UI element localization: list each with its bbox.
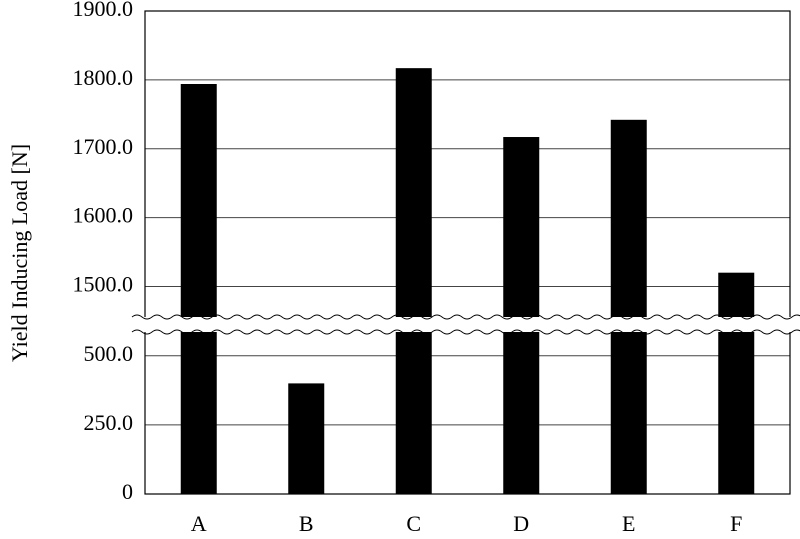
plot-frame [144, 10, 791, 495]
y-tick-label: 250.0 [84, 410, 134, 435]
y-tick-label: 1900.0 [73, 0, 134, 21]
y-tick-label: 1800.0 [73, 65, 134, 90]
break-line [131, 314, 800, 320]
y-tick-label: 1500.0 [73, 272, 134, 297]
x-tick-label: A [191, 511, 207, 536]
bar [395, 68, 432, 495]
y-tick-label: 500.0 [84, 341, 134, 366]
break-line [131, 329, 800, 335]
x-tick-label: F [730, 511, 742, 536]
y-axis-label: Yield Inducing Load [N] [7, 144, 32, 362]
bar [610, 119, 647, 495]
bar [288, 383, 325, 494]
break-band [132, 317, 800, 332]
x-tick-label: C [406, 511, 421, 536]
x-tick-label: B [299, 511, 314, 536]
y-tick-label: 1700.0 [73, 134, 134, 159]
x-tick-label: D [513, 511, 529, 536]
bar [503, 137, 540, 495]
y-tick-label: 0 [122, 479, 133, 504]
x-tick-label: E [622, 511, 635, 536]
y-tick-label: 1600.0 [73, 203, 134, 228]
bar [180, 83, 217, 494]
bar [718, 272, 755, 494]
